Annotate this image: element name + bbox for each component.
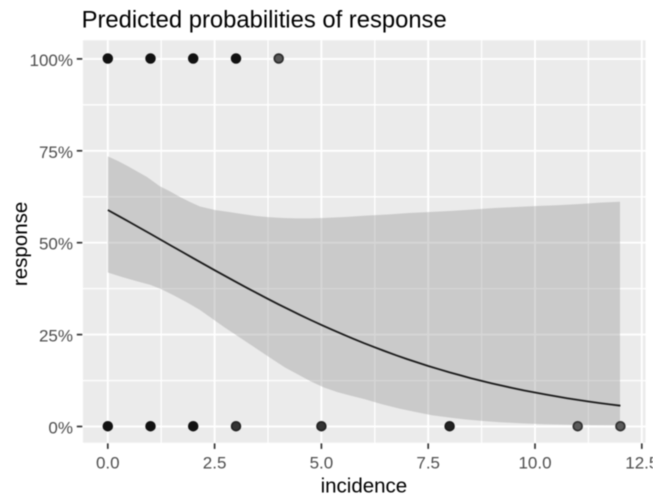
svg-text:0%: 0% — [48, 419, 73, 438]
svg-text:100%: 100% — [30, 51, 73, 70]
svg-text:7.5: 7.5 — [416, 454, 440, 473]
svg-text:10.0: 10.0 — [518, 454, 551, 473]
svg-text:Predicted probabilities of res: Predicted probabilities of response — [82, 7, 447, 34]
svg-text:50%: 50% — [39, 235, 73, 254]
svg-text:12.5: 12.5 — [625, 454, 653, 473]
svg-text:response: response — [9, 202, 32, 286]
svg-text:5.0: 5.0 — [310, 454, 334, 473]
svg-text:2.5: 2.5 — [203, 454, 227, 473]
svg-text:0.0: 0.0 — [96, 454, 120, 473]
svg-text:75%: 75% — [39, 143, 73, 162]
svg-text:25%: 25% — [39, 327, 73, 346]
svg-text:incidence: incidence — [321, 474, 408, 497]
